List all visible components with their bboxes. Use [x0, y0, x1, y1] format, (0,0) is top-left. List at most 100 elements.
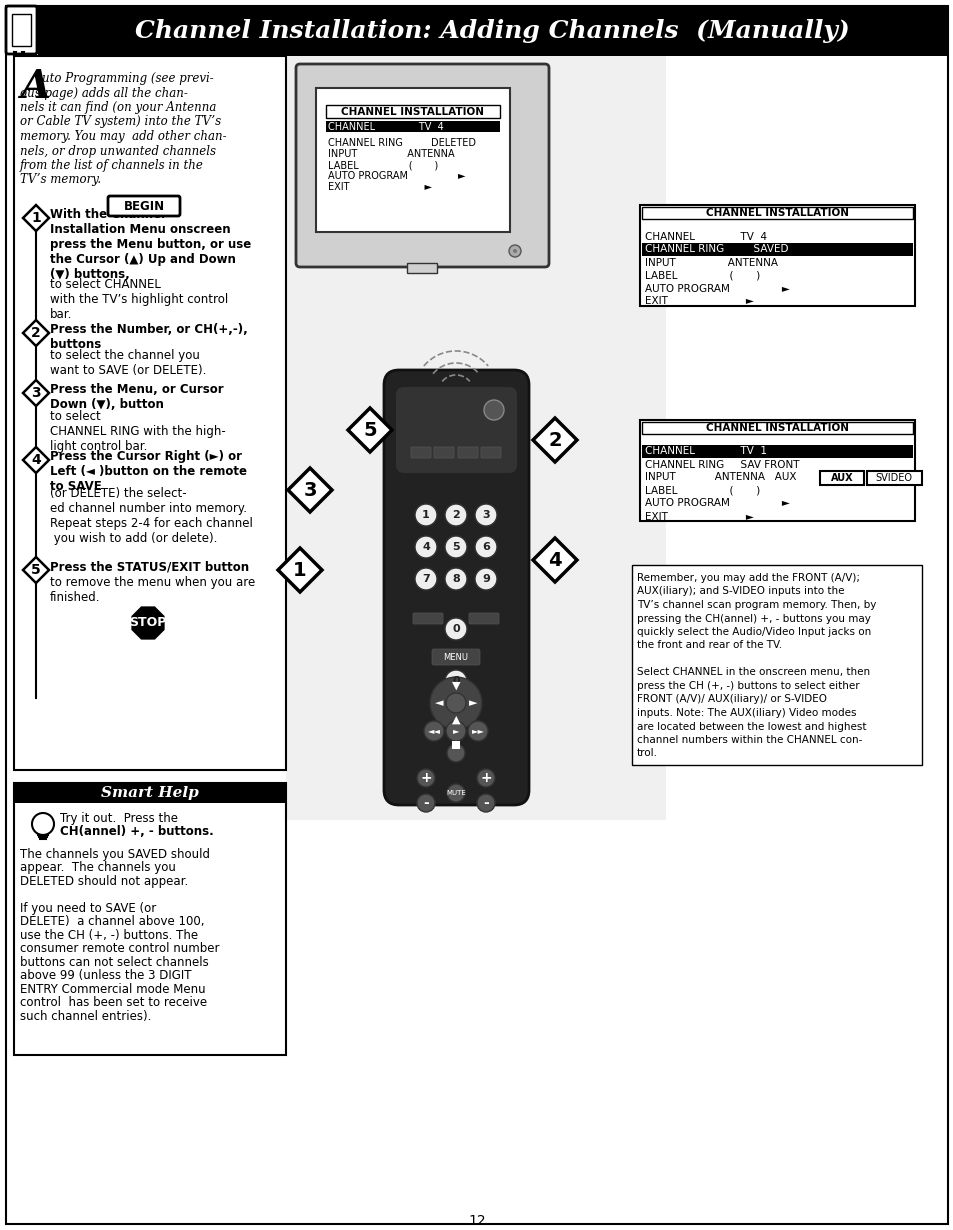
- Text: MUTE: MUTE: [446, 790, 465, 796]
- FancyBboxPatch shape: [295, 64, 548, 267]
- Text: 1: 1: [293, 561, 307, 579]
- Text: consumer remote control number: consumer remote control number: [20, 942, 219, 956]
- Text: 2: 2: [31, 326, 41, 339]
- FancyBboxPatch shape: [469, 613, 498, 624]
- FancyBboxPatch shape: [866, 471, 921, 485]
- Text: or Cable TV system) into the TV’s: or Cable TV system) into the TV’s: [20, 116, 221, 128]
- Circle shape: [475, 536, 497, 558]
- Text: nels it can find (on your Antenna: nels it can find (on your Antenna: [20, 101, 216, 114]
- Polygon shape: [533, 538, 577, 582]
- Text: control  has been set to receive: control has been set to receive: [20, 996, 207, 1010]
- Text: DELETED should not appear.: DELETED should not appear.: [20, 875, 188, 888]
- Text: -: -: [482, 796, 488, 811]
- Text: AUTO PROGRAM                ►: AUTO PROGRAM ►: [328, 171, 465, 181]
- Text: LABEL                (       ): LABEL ( ): [328, 160, 437, 170]
- Text: 5: 5: [452, 542, 459, 552]
- Text: buttons can not select channels: buttons can not select channels: [20, 956, 209, 969]
- FancyBboxPatch shape: [395, 387, 517, 474]
- Text: use the CH (+, -) buttons. The: use the CH (+, -) buttons. The: [20, 929, 198, 942]
- Text: inputs. Note: The AUX(iliary) Video modes: inputs. Note: The AUX(iliary) Video mode…: [637, 708, 856, 718]
- Text: ◄: ◄: [435, 697, 443, 708]
- Text: to select
CHANNEL RING with the high-
light control bar.: to select CHANNEL RING with the high- li…: [50, 410, 226, 453]
- Text: trol.: trol.: [637, 749, 658, 759]
- Bar: [14, 784, 286, 803]
- Text: 3: 3: [31, 386, 41, 400]
- Text: AUX: AUX: [830, 474, 852, 483]
- Text: CHANNEL INSTALLATION: CHANNEL INSTALLATION: [341, 107, 484, 117]
- FancyBboxPatch shape: [411, 446, 431, 458]
- Bar: [326, 121, 499, 132]
- Text: are located between the lowest and highest: are located between the lowest and highe…: [637, 722, 865, 732]
- Text: Try it out.  Press the: Try it out. Press the: [60, 812, 178, 825]
- Circle shape: [415, 568, 436, 590]
- Bar: [641, 244, 912, 256]
- Text: With the Channel
Installation Menu onscreen
press the Menu button, or use
the Cu: With the Channel Installation Menu onscr…: [50, 208, 251, 280]
- Text: EXIT                        ►: EXIT ►: [644, 296, 753, 306]
- Text: 7: 7: [421, 574, 430, 584]
- Polygon shape: [23, 557, 49, 583]
- Text: SVIDEO: SVIDEO: [875, 474, 911, 483]
- FancyBboxPatch shape: [639, 205, 914, 306]
- Text: CHANNEL INSTALLATION: CHANNEL INSTALLATION: [705, 423, 848, 433]
- Text: TV’s channel scan program memory. Then, by: TV’s channel scan program memory. Then, …: [637, 600, 876, 610]
- Text: 5: 5: [363, 421, 376, 439]
- Bar: [407, 263, 436, 273]
- Text: ENTRY Commercial mode Menu: ENTRY Commercial mode Menu: [20, 983, 206, 996]
- Text: nels, or drop unwanted channels: nels, or drop unwanted channels: [20, 144, 215, 157]
- Polygon shape: [533, 418, 577, 462]
- Text: A: A: [20, 68, 51, 106]
- Text: BEGIN: BEGIN: [123, 199, 164, 213]
- Text: CHANNEL RING         DELETED: CHANNEL RING DELETED: [328, 138, 476, 148]
- Text: Press the Cursor Right (►) or
Left (◄ )button on the remote
to SAVE: Press the Cursor Right (►) or Left (◄ )b…: [50, 450, 247, 493]
- Text: CHANNEL              TV  4: CHANNEL TV 4: [644, 231, 766, 241]
- Circle shape: [446, 692, 465, 713]
- Text: from the list of channels in the: from the list of channels in the: [20, 159, 204, 172]
- FancyBboxPatch shape: [480, 446, 500, 458]
- FancyBboxPatch shape: [631, 565, 921, 765]
- Circle shape: [415, 536, 436, 558]
- Text: INPUT                ANTENNA: INPUT ANTENNA: [328, 149, 455, 159]
- Bar: [641, 207, 912, 219]
- Text: 8: 8: [452, 574, 459, 584]
- Text: AUTO PROGRAM                ►: AUTO PROGRAM ►: [644, 283, 789, 294]
- Bar: [286, 57, 665, 820]
- FancyBboxPatch shape: [457, 446, 477, 458]
- Text: LABEL                (       ): LABEL ( ): [644, 271, 760, 280]
- Text: such channel entries).: such channel entries).: [20, 1010, 152, 1023]
- Circle shape: [509, 245, 520, 257]
- Bar: [452, 740, 459, 749]
- FancyBboxPatch shape: [12, 14, 30, 46]
- Text: -: -: [423, 796, 429, 811]
- Text: 1: 1: [421, 510, 430, 520]
- Text: AUX(iliary); and S-VIDEO inputs into the: AUX(iliary); and S-VIDEO inputs into the: [637, 587, 843, 597]
- Circle shape: [444, 670, 467, 692]
- Text: Repeat steps 2-4 for each channel
 you wish to add (or delete).: Repeat steps 2-4 for each channel you wi…: [50, 517, 253, 545]
- Text: 1: 1: [31, 212, 41, 225]
- Circle shape: [444, 617, 467, 640]
- Circle shape: [446, 721, 465, 740]
- Bar: [641, 445, 912, 458]
- FancyBboxPatch shape: [315, 89, 510, 232]
- FancyBboxPatch shape: [14, 57, 286, 770]
- Text: the front and rear of the TV.: the front and rear of the TV.: [637, 641, 781, 651]
- Text: uto Programming (see previ-: uto Programming (see previ-: [42, 73, 213, 85]
- Text: ▲: ▲: [452, 715, 459, 724]
- Text: 12: 12: [468, 1214, 485, 1228]
- Circle shape: [416, 795, 435, 812]
- Text: 5: 5: [31, 563, 41, 577]
- Text: memory. You may  add other chan-: memory. You may add other chan-: [20, 130, 227, 143]
- Text: quickly select the Audio/Video Input jacks on: quickly select the Audio/Video Input jac…: [637, 627, 870, 637]
- Circle shape: [513, 248, 517, 253]
- Polygon shape: [288, 467, 332, 512]
- Text: The channels you SAVED should: The channels you SAVED should: [20, 847, 210, 861]
- Text: DELETE)  a channel above 100,: DELETE) a channel above 100,: [20, 915, 204, 929]
- Text: 0: 0: [452, 624, 459, 633]
- Bar: [38, 6, 947, 57]
- Text: 2: 2: [548, 430, 561, 449]
- Text: INPUT                ANTENNA: INPUT ANTENNA: [644, 257, 778, 267]
- Circle shape: [468, 721, 488, 740]
- FancyBboxPatch shape: [639, 419, 914, 522]
- Text: Remember, you may add the FRONT (A/V);: Remember, you may add the FRONT (A/V);: [637, 573, 859, 583]
- Text: CHANNEL              TV  1: CHANNEL TV 1: [644, 446, 766, 456]
- Text: ►: ►: [468, 697, 476, 708]
